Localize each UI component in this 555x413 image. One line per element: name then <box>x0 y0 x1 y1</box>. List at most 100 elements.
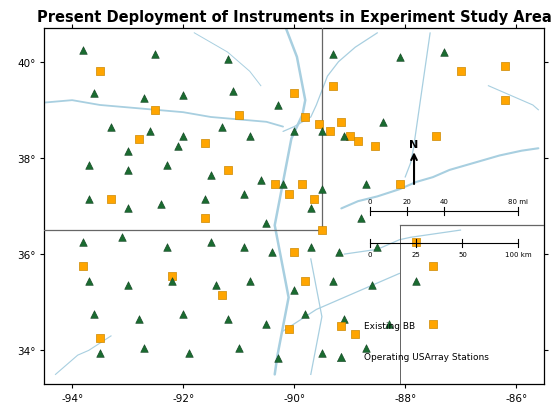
Point <box>412 278 421 284</box>
Point <box>326 129 335 135</box>
Point <box>123 167 132 174</box>
Point <box>306 244 315 251</box>
Point <box>340 316 349 323</box>
Point <box>301 114 310 121</box>
Point <box>179 93 188 100</box>
Point <box>262 220 271 227</box>
Point <box>212 282 221 289</box>
Point <box>395 182 404 188</box>
Point <box>309 196 318 203</box>
Point <box>440 50 448 56</box>
Point <box>107 124 115 131</box>
Point <box>329 83 337 90</box>
Point <box>301 311 310 318</box>
Point <box>134 316 143 323</box>
Point <box>123 282 132 289</box>
Point <box>79 263 88 270</box>
Point <box>501 64 509 71</box>
Point <box>428 263 437 270</box>
Point <box>370 143 379 150</box>
Point <box>223 316 232 323</box>
Point <box>201 215 210 222</box>
Point <box>284 191 293 198</box>
Point <box>329 52 337 59</box>
Point <box>84 278 93 284</box>
Point <box>107 196 115 203</box>
Point <box>123 206 132 212</box>
Point <box>223 167 232 174</box>
Point <box>279 182 287 188</box>
Point <box>273 354 282 361</box>
Point <box>317 349 326 356</box>
Point <box>329 278 337 284</box>
Point <box>245 278 254 284</box>
Point <box>306 206 315 212</box>
Point <box>362 182 371 188</box>
Point <box>384 321 393 328</box>
Point <box>501 97 509 104</box>
Point <box>317 129 326 135</box>
Point <box>315 121 324 128</box>
Point <box>179 311 188 318</box>
Point <box>270 182 279 188</box>
Point <box>256 177 265 183</box>
Point <box>84 196 93 203</box>
Point <box>351 330 360 337</box>
Point <box>168 278 176 284</box>
Point <box>162 244 171 251</box>
Point <box>268 249 276 255</box>
Point <box>151 52 160 59</box>
Point <box>284 325 293 332</box>
Point <box>179 133 188 140</box>
Point <box>90 311 99 318</box>
Point <box>395 55 404 61</box>
Point <box>206 239 215 246</box>
Point <box>118 235 127 241</box>
Point <box>206 172 215 178</box>
Point <box>218 292 226 299</box>
Point <box>90 90 99 97</box>
Point <box>334 249 343 255</box>
Point <box>337 119 346 126</box>
Point <box>373 244 382 251</box>
Point <box>157 201 165 207</box>
Point <box>151 107 160 114</box>
Point <box>379 119 387 126</box>
Point <box>95 69 104 76</box>
Point <box>345 133 354 140</box>
Point <box>134 136 143 142</box>
Point <box>354 138 362 145</box>
Point <box>412 239 421 246</box>
Point <box>95 349 104 356</box>
Point <box>240 244 249 251</box>
Point <box>317 186 326 193</box>
Point <box>273 102 282 109</box>
Title: Present Deployment of Instruments in Experiment Study Area: Present Deployment of Instruments in Exp… <box>37 10 552 25</box>
Point <box>362 345 371 351</box>
Point <box>317 227 326 234</box>
Point <box>201 196 210 203</box>
Point <box>367 282 376 289</box>
Point <box>301 278 310 284</box>
Point <box>79 239 88 246</box>
Point <box>245 133 254 140</box>
Point <box>262 321 271 328</box>
Point <box>229 88 238 95</box>
Point <box>173 143 182 150</box>
Point <box>240 191 249 198</box>
Point <box>168 273 176 280</box>
Point <box>234 345 243 351</box>
Point <box>431 133 440 140</box>
Point <box>184 349 193 356</box>
Point <box>218 124 226 131</box>
Point <box>84 162 93 169</box>
Point <box>162 162 171 169</box>
Point <box>95 335 104 342</box>
Point <box>428 321 437 328</box>
Point <box>140 95 149 102</box>
Point <box>290 129 299 135</box>
Point <box>290 90 299 97</box>
Point <box>340 133 349 140</box>
Point <box>290 249 299 255</box>
Point <box>290 287 299 294</box>
